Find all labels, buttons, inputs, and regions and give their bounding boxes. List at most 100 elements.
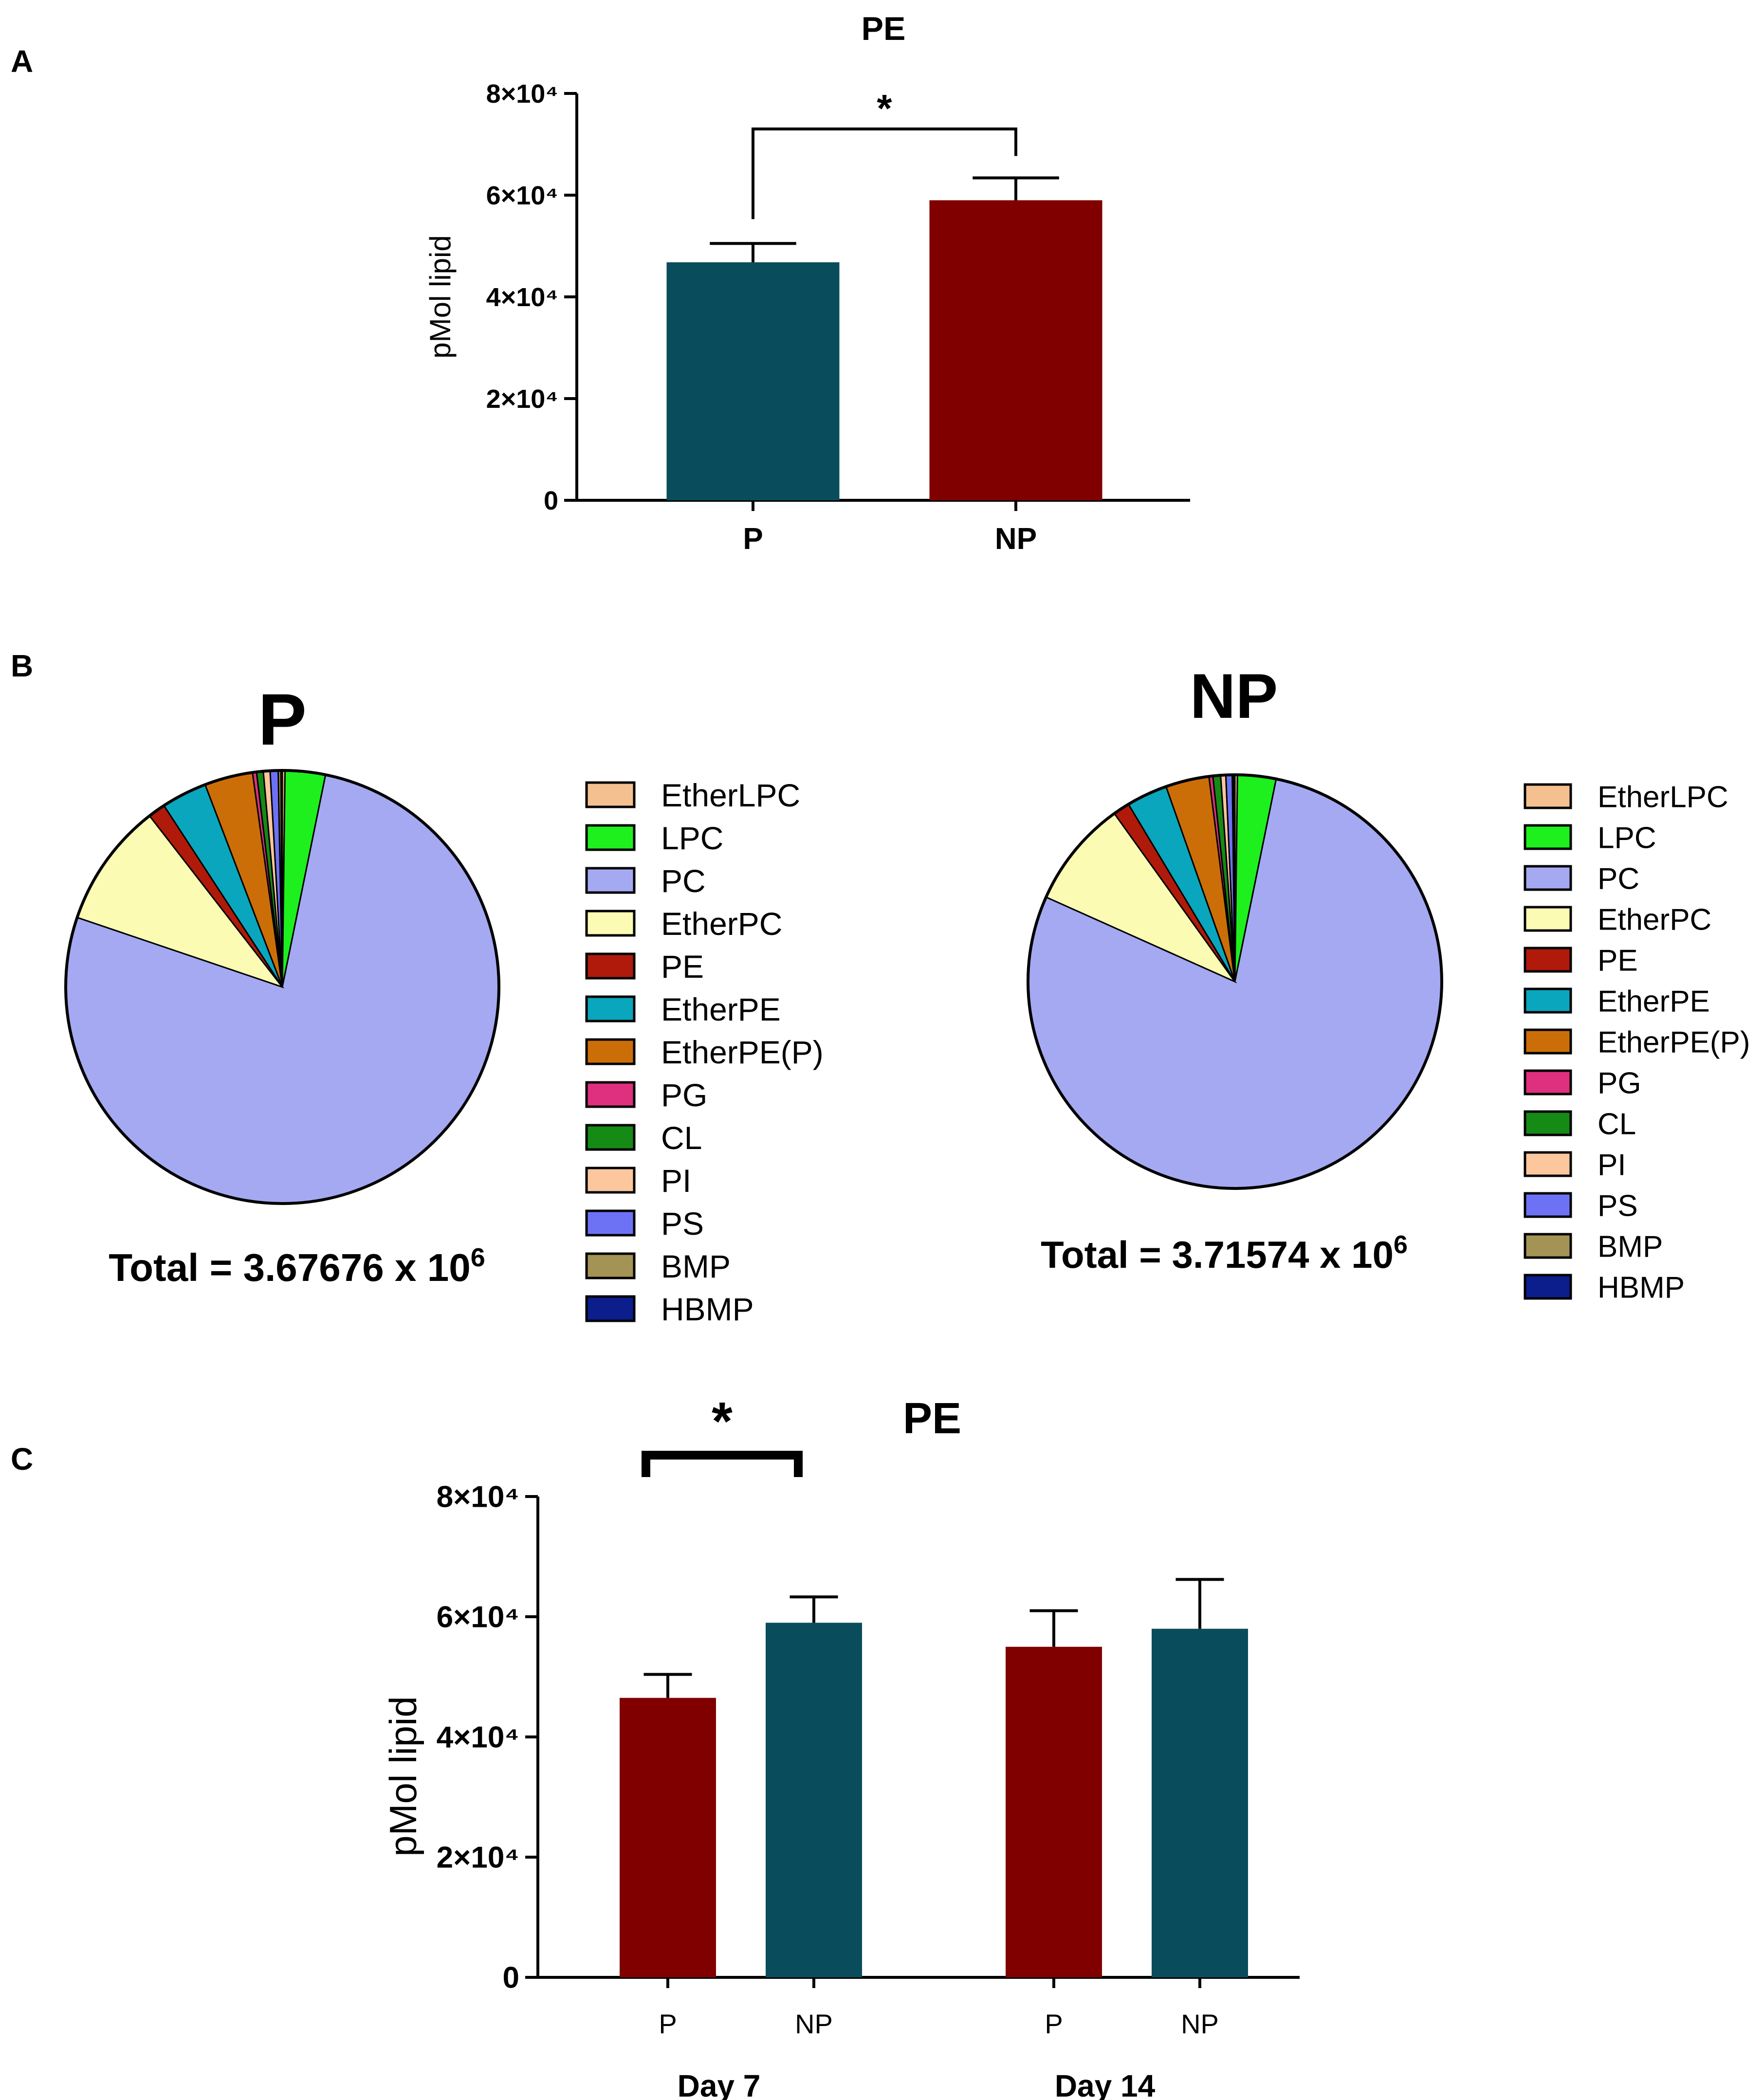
- pie-p-legend-label-8: CL: [661, 1120, 702, 1156]
- chart-c: PE pMol lipid 0 2×10⁴ 4×10⁴ 6×10⁴ 8×10⁴ P NP D…: [382, 1391, 1300, 2100]
- pie-p-legend-label-0: EtherLPC: [661, 777, 800, 813]
- chart-c-xtick-label-g1-0: P: [1045, 2009, 1063, 2039]
- pie-p-title: P: [258, 678, 307, 760]
- pie-np-total: Total = 3.71574 x 106: [1041, 1231, 1408, 1276]
- chart-c-ytick-label-2: 4×10⁴: [437, 1721, 519, 1754]
- pie-p-legend-swatch-7: [585, 1081, 636, 1108]
- pie-p-legend-swatch-1: [585, 824, 636, 851]
- pie-np-legend-swatch-5: [1524, 987, 1572, 1014]
- pie-p-legend-label-9: PI: [661, 1163, 691, 1199]
- pie-np-legend-swatch-8: [1524, 1110, 1572, 1136]
- pie-np-legend-label-3: EtherPC: [1598, 903, 1711, 936]
- chart-a-ytick-label-1: 2×10⁴: [486, 384, 558, 414]
- pie-p-legend-swatch-6: [585, 1038, 636, 1065]
- pie-np-legend-label-0: EtherLPC: [1598, 780, 1728, 814]
- pie-np-legend-swatch-7: [1524, 1069, 1572, 1096]
- pie-p-legend-label-6: EtherPE(P): [661, 1034, 824, 1070]
- pie-np-legend-label-12: HBMP: [1598, 1271, 1685, 1304]
- chart-c-ylabel: pMol lipid: [382, 1696, 424, 1856]
- chart-a-bar-0: [666, 262, 840, 500]
- pie-p-legend-swatch-8: [585, 1124, 636, 1151]
- chart-c-g1-bar-0: [1006, 1646, 1102, 1977]
- panel-letter-a: A: [11, 44, 33, 79]
- chart-c-ytick-label-3: 6×10⁴: [437, 1601, 519, 1634]
- chart-c-title: PE: [903, 1394, 961, 1443]
- chart-c-g1-bar-1: [1152, 1628, 1248, 1977]
- pie-np-legend-swatch-2: [1524, 865, 1572, 891]
- chart-a-title: PE: [862, 10, 906, 47]
- pie-np-legend-swatch-0: [1524, 783, 1572, 809]
- pie-np-total-text: Total = 3.71574 x 10: [1041, 1233, 1394, 1276]
- pie-np-legend-swatch-4: [1524, 947, 1572, 973]
- chart-c-xtick-label-g0-0: P: [659, 2009, 677, 2039]
- pie-np-legend-swatch-10: [1524, 1192, 1572, 1218]
- chart-c-significance-bracket: [642, 1451, 803, 1477]
- pie-p-legend-swatch-5: [585, 995, 636, 1023]
- pie-p-total-exponent: 6: [471, 1243, 485, 1272]
- pie-np-legend-label-4: PE: [1598, 944, 1638, 977]
- chart-c-group-label-0: Day 7: [678, 2068, 761, 2100]
- chart-a-ylabel: pMol lipid: [424, 235, 457, 358]
- pie-p-legend-swatch-10: [585, 1209, 636, 1237]
- panel-letter-b: B: [11, 648, 33, 683]
- pie-p-legend-label-11: BMP: [661, 1248, 731, 1284]
- chart-a-ytick-label-2: 4×10⁴: [486, 283, 558, 312]
- chart-a-xtick-label-0: P: [743, 522, 763, 556]
- pie-np-legend-swatch-12: [1524, 1274, 1572, 1300]
- chart-c-ytick-label-0: 0: [503, 1961, 519, 1995]
- chart-a-significance-bracket: [752, 128, 1017, 219]
- pie-p-legend-swatch-4: [585, 952, 636, 980]
- pie-p-legend-swatch-9: [585, 1167, 636, 1194]
- pie-np-legend-swatch-11: [1524, 1233, 1572, 1259]
- chart-a-significance-label: *: [877, 87, 892, 130]
- pie-p-total: Total = 3.67676 x 106: [109, 1243, 485, 1289]
- chart-c-g0-bar-1: [766, 1623, 862, 1977]
- chart-a-xtick-label-1: NP: [995, 522, 1037, 556]
- chart-c-group-label-1: Day 14: [1055, 2068, 1156, 2100]
- chart-b: P Total = 3.67676 x 106 EtherLPCLPCPCEth…: [64, 660, 1750, 1327]
- pie-p-legend-swatch-2: [585, 867, 636, 894]
- pie-np-legend-label-8: CL: [1598, 1107, 1636, 1141]
- pie-np-outline: [1027, 773, 1443, 1190]
- pie-np-legend-label-2: PC: [1598, 862, 1639, 895]
- pie-p-legend-label-4: PE: [661, 949, 704, 985]
- pie-np-legend-swatch-1: [1524, 824, 1572, 850]
- chart-a-ytick-label-0: 0: [544, 486, 558, 515]
- pie-np-legend-label-7: PG: [1598, 1066, 1641, 1100]
- pie-p-legend-swatch-0: [585, 781, 636, 808]
- pie-p-legend-label-2: PC: [661, 863, 706, 899]
- chart-c-significance-label: *: [712, 1391, 733, 1451]
- pie-np-legend-label-1: LPC: [1598, 821, 1656, 855]
- pie-np-legend-label-10: PS: [1598, 1189, 1638, 1223]
- pie-p-legend-swatch-11: [585, 1252, 636, 1279]
- chart-a-ytick-label-3: 6×10⁴: [486, 181, 558, 210]
- panel-letter-c: C: [11, 1442, 33, 1477]
- pie-p-legend-label-7: PG: [661, 1077, 707, 1113]
- chart-c-g0-bar-0: [620, 1698, 716, 1977]
- pie-np-title: NP: [1190, 660, 1278, 731]
- pie-p-legend-swatch-12: [585, 1295, 636, 1322]
- pie-p-legend-label-1: LPC: [661, 820, 723, 856]
- pie-np-total-exponent: 6: [1394, 1231, 1408, 1259]
- chart-a-bar-1: [929, 200, 1102, 500]
- pie-np-legend-label-9: PI: [1598, 1148, 1626, 1182]
- pie-np-legend-label-6: EtherPE(P): [1598, 1025, 1750, 1059]
- pie-p-legend-label-3: EtherPC: [661, 906, 782, 942]
- chart-c-xtick-label-g0-1: NP: [795, 2009, 833, 2039]
- pie-np-legend-swatch-6: [1524, 1028, 1572, 1055]
- pie-np-legend-swatch-3: [1524, 906, 1572, 932]
- chart-a-ytick-label-4: 8×10⁴: [486, 79, 558, 109]
- chart-c-xtick-label-g1-1: NP: [1181, 2009, 1219, 2039]
- chart-c-ytick-label-4: 8×10⁴: [437, 1480, 519, 1514]
- pie-p-legend-label-12: HBMP: [661, 1291, 754, 1327]
- pie-p-legend-label-10: PS: [661, 1205, 704, 1242]
- pie-p-total-text: Total = 3.67676 x 10: [109, 1246, 470, 1289]
- pie-p-legend-label-5: EtherPE: [661, 991, 781, 1027]
- pie-p-legend-swatch-3: [585, 910, 636, 937]
- pie-np-legend-label-11: BMP: [1598, 1230, 1663, 1263]
- pie-p-outline: [64, 769, 500, 1205]
- chart-c-ytick-label-1: 2×10⁴: [437, 1841, 519, 1875]
- pie-np-legend-label-5: EtherPE: [1598, 985, 1710, 1018]
